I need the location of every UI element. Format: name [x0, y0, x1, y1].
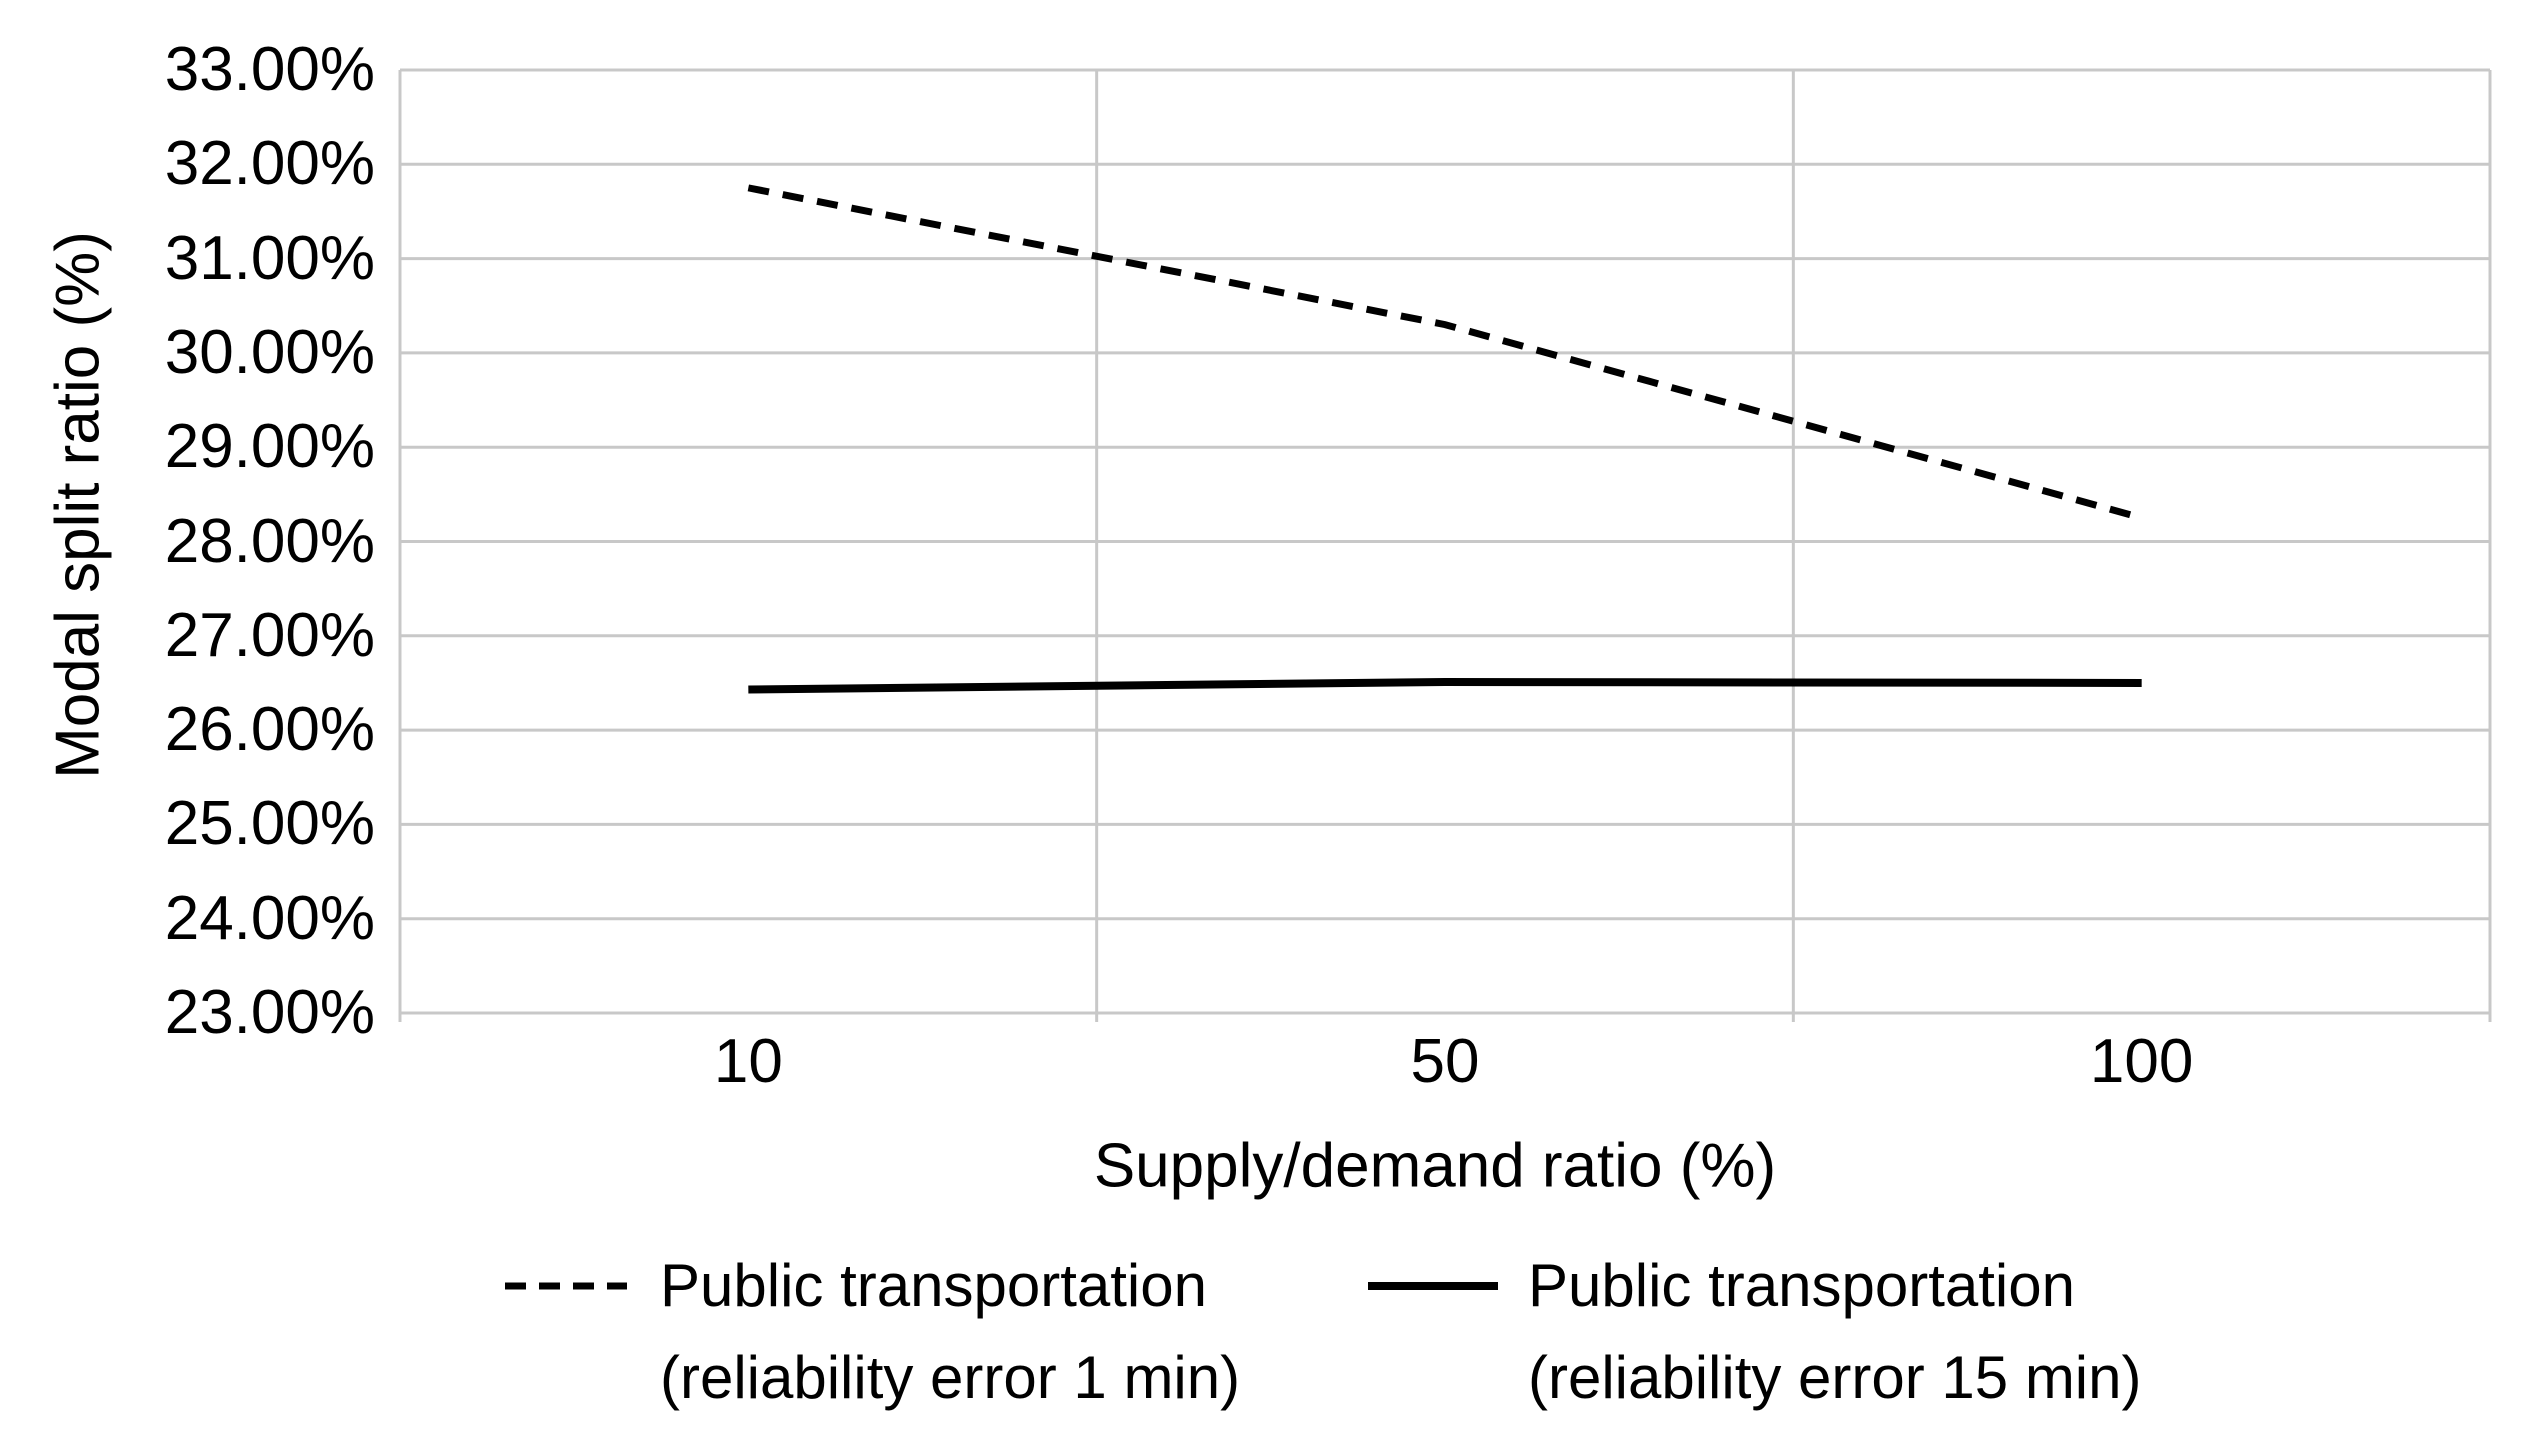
y-tick-label: 33.00%: [164, 35, 375, 104]
series-line-dashed: [747, 184, 2143, 522]
y-tick-label: 23.00%: [164, 978, 375, 1047]
y-tick-label: 31.00%: [164, 223, 375, 293]
dashed-line-swatch-icon: [505, 1282, 627, 1290]
x-tick-label: 100: [2089, 1027, 2194, 1096]
y-tick-label: 29.00%: [164, 412, 375, 482]
y-axis-title: Modal split ratio (%): [43, 231, 113, 779]
y-tick-label: 32.00%: [164, 129, 375, 199]
legend-label: Public transportation (reliability error…: [1528, 1240, 2141, 1424]
legend-label-line1: Public transportation: [660, 1252, 1207, 1319]
x-tick-label: 50: [1410, 1027, 1480, 1096]
y-tick-label: 30.00%: [164, 317, 375, 387]
solid-line-swatch-icon: [1368, 1282, 1498, 1290]
legend-label-line1: Public transportation: [1528, 1252, 2075, 1319]
legend-label-line2: (reliability error 15 min): [1528, 1344, 2142, 1411]
legend-item-reliability-error-15min: Public transportation (reliability error…: [1368, 1240, 2141, 1424]
y-tick-label: 28.00%: [164, 506, 375, 576]
x-axis-title: Supply/demand ratio (%): [1093, 1131, 1777, 1201]
y-tick-label: 24.00%: [164, 883, 375, 953]
series-line-solid: [748, 678, 2142, 694]
legend-item-reliability-error-1min: Public transportation (reliability error…: [505, 1240, 1240, 1424]
y-tick-label: 27.00%: [164, 600, 375, 670]
legend-label-line2: (reliability error 1 min): [660, 1344, 1241, 1411]
y-tick-label: 25.00%: [164, 789, 375, 859]
legend-label: Public transportation (reliability error…: [660, 1240, 1240, 1424]
x-tick-label: 10: [713, 1027, 783, 1096]
y-tick-label: 26.00%: [164, 695, 375, 765]
